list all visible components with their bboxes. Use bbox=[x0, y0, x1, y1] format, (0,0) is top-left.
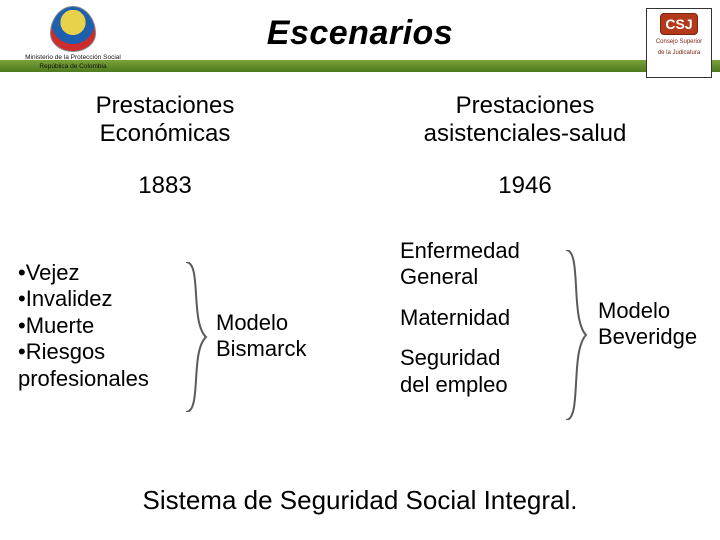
right-heading-l2: asistenciales-salud bbox=[424, 120, 627, 147]
left-model: Modelo Bismarck bbox=[216, 310, 306, 363]
list-item: •Invalidez bbox=[18, 286, 149, 312]
logo-left-caption-1: Ministerio de la Protección Social bbox=[8, 54, 138, 61]
slide-root: Ministerio de la Protección Social Repúb… bbox=[0, 0, 720, 540]
right-list: Enfermedad General Maternidad Seguridad … bbox=[400, 238, 520, 398]
right-heading: Prestaciones asistenciales-salud bbox=[370, 92, 680, 147]
list-item: •Vejez bbox=[18, 260, 149, 286]
logo-left-caption-2: República de Colombia bbox=[8, 63, 138, 70]
left-model-l2: Bismarck bbox=[216, 336, 306, 361]
list-item: •Muerte bbox=[18, 313, 149, 339]
brace-right-icon bbox=[560, 250, 590, 420]
list-item: Seguridad del empleo bbox=[400, 345, 520, 398]
left-heading-l1: Prestaciones bbox=[96, 92, 235, 119]
right-model: Modelo Beveridge bbox=[598, 298, 697, 351]
left-item-2: Muerte bbox=[26, 313, 94, 338]
left-item-3: Riesgos bbox=[26, 339, 105, 364]
left-item-1: Invalidez bbox=[26, 286, 113, 311]
brace-left-icon bbox=[180, 262, 210, 412]
left-year: 1883 bbox=[40, 172, 290, 200]
right-item-2-l2: del empleo bbox=[400, 372, 508, 397]
right-model-l1: Modelo bbox=[598, 298, 670, 323]
right-item-2-l1: Seguridad bbox=[400, 345, 500, 370]
right-year: 1946 bbox=[370, 172, 680, 200]
left-item-tail: profesionales bbox=[18, 366, 149, 392]
left-heading: Prestaciones Económicas bbox=[40, 92, 290, 147]
list-item: •Riesgos bbox=[18, 339, 149, 365]
list-item: Maternidad bbox=[400, 305, 520, 331]
right-model-l2: Beveridge bbox=[598, 324, 697, 349]
left-heading-l2: Económicas bbox=[100, 120, 231, 147]
right-item-0-l1: Enfermedad bbox=[400, 238, 520, 263]
right-item-1-l1: Maternidad bbox=[400, 305, 510, 330]
right-heading-l1: Prestaciones bbox=[456, 92, 595, 119]
left-list: •Vejez •Invalidez •Muerte •Riesgos profe… bbox=[18, 260, 149, 392]
footer-text: Sistema de Seguridad Social Integral. bbox=[0, 485, 720, 516]
right-item-0-l2: General bbox=[400, 264, 478, 289]
list-item: Enfermedad General bbox=[400, 238, 520, 291]
page-title: Escenarios bbox=[0, 14, 720, 53]
left-model-l1: Modelo bbox=[216, 310, 288, 335]
left-item-0: Vejez bbox=[26, 260, 80, 285]
